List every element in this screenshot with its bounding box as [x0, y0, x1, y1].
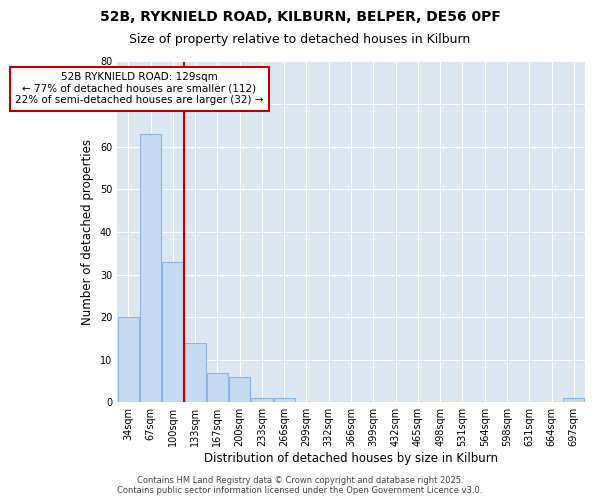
Bar: [251, 398, 272, 402]
X-axis label: Distribution of detached houses by size in Kilburn: Distribution of detached houses by size …: [204, 452, 498, 465]
Bar: [118, 317, 139, 402]
Bar: [185, 342, 206, 402]
Text: Size of property relative to detached houses in Kilburn: Size of property relative to detached ho…: [130, 32, 470, 46]
Bar: [563, 398, 584, 402]
Text: 52B RYKNIELD ROAD: 129sqm
← 77% of detached houses are smaller (112)
22% of semi: 52B RYKNIELD ROAD: 129sqm ← 77% of detac…: [15, 72, 263, 106]
Text: Contains HM Land Registry data © Crown copyright and database right 2025.
Contai: Contains HM Land Registry data © Crown c…: [118, 476, 482, 495]
Bar: [162, 262, 184, 402]
Bar: [229, 377, 250, 402]
Bar: [274, 398, 295, 402]
Bar: [140, 134, 161, 402]
Bar: [207, 372, 228, 402]
Text: 52B, RYKNIELD ROAD, KILBURN, BELPER, DE56 0PF: 52B, RYKNIELD ROAD, KILBURN, BELPER, DE5…: [100, 10, 500, 24]
Y-axis label: Number of detached properties: Number of detached properties: [82, 139, 94, 325]
